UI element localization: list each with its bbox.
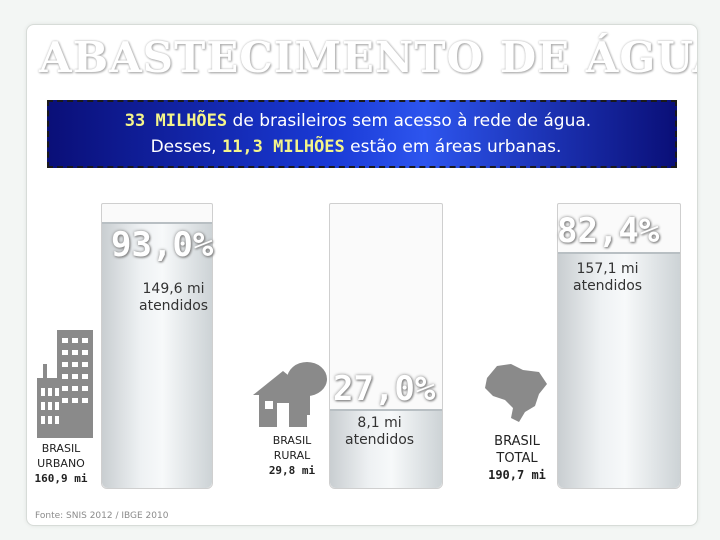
banner-text-2: estão em áreas urbanas. [344,137,562,157]
population-label-1: 160,9 mi [34,472,88,485]
buildings-icon [37,330,93,438]
category-label-2: BRASIL RURAL 29,8 mi [259,433,325,478]
population-label-3: 190,7 mi [488,468,546,482]
brazil-map-icon [485,364,547,422]
banner-line-2: Desses, 11,3 MILHÕES estão em áreas urba… [43,137,669,157]
banner-text-1: de brasileiros sem acesso à rede de água… [227,111,592,131]
percent-label-2: 27,0% [333,369,436,409]
banner-highlight-1: 33 MILHÕES [124,111,228,131]
water-surface-1 [102,222,212,224]
category-name-1: BRASIL URBANO [37,442,85,470]
served-label-2: 8,1 mi atendidos [345,415,415,448]
banner-prefix-2: Desses, [150,137,222,157]
percent-label-3: 82,4% [557,211,660,251]
water-fill-1 [102,224,212,488]
percent-label-1: 93,0% [111,225,214,265]
category-name-2: BRASIL RURAL [272,434,312,462]
banner-line-1: 33 MILHÕES de brasileiros sem acesso à r… [45,111,671,131]
served-label-3: 157,1 mi atendidos [573,261,643,294]
banner-highlight-2: 11,3 MILHÕES [221,137,345,157]
glass-bar-1 [101,203,213,489]
category-label-3: BRASIL TOTAL 190,7 mi [477,433,557,484]
served-label-1: 149,6 mi atendidos [139,281,209,314]
glass-bar-2 [329,203,443,489]
category-name-3: BRASIL TOTAL [494,434,540,466]
headline-banner: 33 MILHÕES de brasileiros sem acesso à r… [47,100,677,168]
house-tree-icon [253,362,327,427]
page-title: ABASTECIMENTO DE ÁGUA [39,33,698,82]
glass-bar-3 [557,203,681,489]
water-surface-3 [558,252,680,254]
slide: ABASTECIMENTO DE ÁGUA 33 MILHÕES de bras… [26,24,698,526]
water-fill-2 [330,411,442,488]
source-note: Fonte: SNIS 2012 / IBGE 2010 [35,511,169,521]
water-surface-2 [330,409,442,411]
category-label-1: BRASIL URBANO 160,9 mi [31,441,91,486]
water-fill-3 [558,254,680,488]
population-label-2: 29,8 mi [268,464,316,477]
